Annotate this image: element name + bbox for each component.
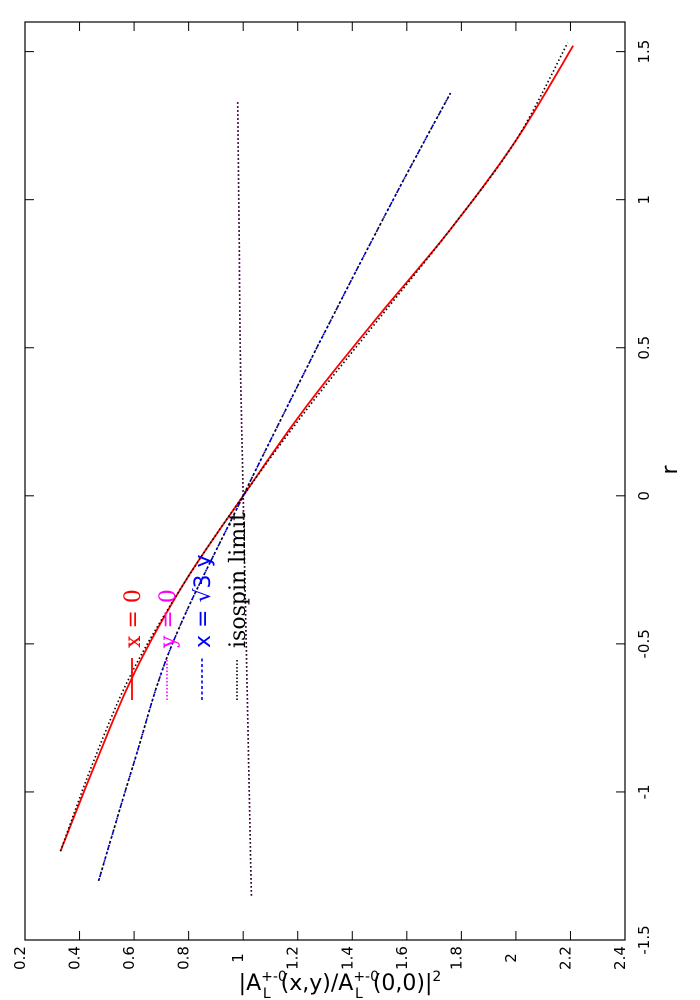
plot-frame (24, 21, 626, 941)
y-label-args1: (x,y)/A (281, 971, 354, 996)
r-tick-label: -1 (635, 784, 653, 799)
series-line-isospin-limit (59, 42, 569, 852)
plot-curves (59, 42, 574, 896)
legend-entry-x-eq-sqrt3-y: x = √3 y (191, 555, 216, 700)
value-tick-label: 1.8 (447, 946, 465, 970)
value-tick-label: 2 (502, 953, 520, 963)
y-label-power: 2 (432, 969, 441, 985)
value-tick-label: 0.2 (11, 946, 29, 970)
series-line-isospin-limit (236, 101, 253, 896)
value-tick-label: 2.2 (556, 946, 574, 970)
y-label-bar-open: |A (239, 971, 261, 996)
value-tick-label: 1 (229, 953, 247, 963)
r-tick-label: 1 (635, 195, 653, 205)
y-label-sub1: L (263, 986, 271, 1000)
y-label-sup2: +-0 (353, 969, 379, 985)
legend: x = 0 y = 0 x = √3 y isospin limit (121, 512, 251, 700)
legend-label-y-suffix: y (191, 555, 216, 575)
value-tick-label: 0.4 (66, 946, 84, 970)
r-tick-label: -0.5 (635, 629, 653, 658)
y-label-args2: (0,0)| (373, 971, 433, 996)
legend-entry-x-eq-0: x = 0 (121, 589, 146, 700)
legend-entry-isospin-limit: isospin limit (226, 512, 251, 700)
series-line-isospin-limit (97, 92, 452, 882)
y-label-sub2: L (355, 986, 363, 1000)
legend-entry-y-eq-0: y = 0 (156, 589, 181, 700)
value-tick-label: 2.4 (611, 946, 629, 970)
legend-label-x-eq-0: x = 0 (121, 589, 146, 648)
r-tick-label: -1.5 (635, 925, 653, 954)
legend-label-sqrt3: √3 (191, 575, 216, 603)
legend-label-y-eq-0: y = 0 (156, 589, 181, 649)
r-tick-label: 0 (635, 491, 653, 501)
value-axis-ticks: 0.2 0.4 0.6 0.8 1 1.2 1.4 1.6 1.8 2 2.2 2.4 (11, 22, 629, 970)
x-axis-label: r (658, 465, 683, 475)
y-axis-label: |A+-0 L (x,y)/A+-0 L (0,0)|2 (239, 969, 442, 1000)
r-tick-label: 1.5 (635, 40, 653, 64)
value-tick-label: 0.6 (120, 946, 138, 970)
value-tick-label: 1.4 (338, 946, 356, 970)
value-tick-label: 1.2 (284, 946, 302, 970)
r-tick-label: 0.5 (635, 336, 653, 360)
value-tick-label: 0.8 (175, 946, 193, 970)
r-axis-ticks: -1.5 -1 -0.5 0 0.5 1 1.5 (25, 40, 653, 955)
y-label-sup1: +-0 (261, 969, 287, 985)
legend-label-isospin-limit: isospin limit (226, 512, 251, 648)
legend-label-x-eq-sqrt3-y: x = √3 y (191, 555, 216, 648)
series-line-x-0 (59, 45, 574, 852)
legend-label-x-eq-prefix: x = (191, 603, 216, 648)
value-tick-label: 1.6 (393, 946, 411, 970)
